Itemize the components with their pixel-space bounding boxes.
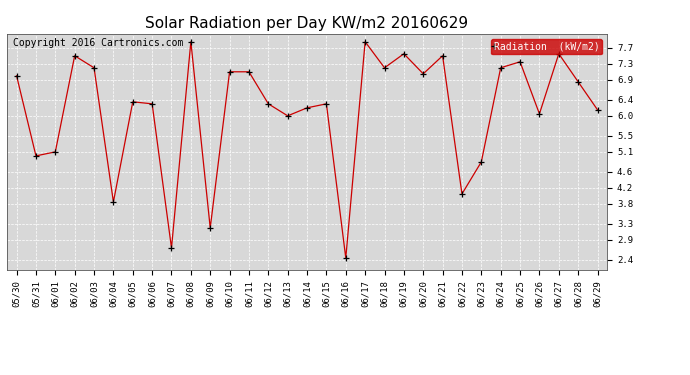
Radiation  (kW/m2) xyxy=(70,54,79,58)
Radiation  (kW/m2) xyxy=(516,60,524,64)
Radiation  (kW/m2) xyxy=(593,108,602,112)
Radiation  (kW/m2) xyxy=(51,150,59,154)
Radiation  (kW/m2) xyxy=(128,100,137,104)
Radiation  (kW/m2) xyxy=(148,102,156,106)
Radiation  (kW/m2) xyxy=(206,226,215,230)
Radiation  (kW/m2) xyxy=(322,102,331,106)
Radiation  (kW/m2) xyxy=(226,69,234,74)
Radiation  (kW/m2) xyxy=(342,256,350,260)
Radiation  (kW/m2) xyxy=(264,102,273,106)
Radiation  (kW/m2) xyxy=(535,112,544,116)
Radiation  (kW/m2) xyxy=(555,51,563,56)
Radiation  (kW/m2) xyxy=(574,80,582,84)
Radiation  (kW/m2) xyxy=(90,66,98,70)
Radiation  (kW/m2) xyxy=(458,192,466,196)
Radiation  (kW/m2) xyxy=(497,66,505,70)
Radiation  (kW/m2) xyxy=(477,160,486,164)
Radiation  (kW/m2) xyxy=(284,114,292,118)
Radiation  (kW/m2) xyxy=(245,69,253,74)
Radiation  (kW/m2) xyxy=(400,51,408,56)
Radiation  (kW/m2) xyxy=(187,39,195,44)
Text: Copyright 2016 Cartronics.com: Copyright 2016 Cartronics.com xyxy=(13,39,184,48)
Legend: Radiation  (kW/m2): Radiation (kW/m2) xyxy=(491,39,602,54)
Radiation  (kW/m2) xyxy=(168,246,176,250)
Title: Solar Radiation per Day KW/m2 20160629: Solar Radiation per Day KW/m2 20160629 xyxy=(146,16,469,31)
Radiation  (kW/m2) xyxy=(361,39,369,44)
Radiation  (kW/m2) xyxy=(303,106,311,110)
Radiation  (kW/m2) xyxy=(32,154,40,158)
Radiation  (kW/m2) xyxy=(109,200,117,204)
Radiation  (kW/m2) xyxy=(419,72,427,76)
Radiation  (kW/m2) xyxy=(380,66,388,70)
Radiation  (kW/m2) xyxy=(438,54,446,58)
Radiation  (kW/m2) xyxy=(12,74,21,78)
Line: Radiation  (kW/m2): Radiation (kW/m2) xyxy=(14,39,600,261)
